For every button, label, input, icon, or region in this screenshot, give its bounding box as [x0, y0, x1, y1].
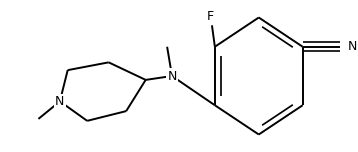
- Text: F: F: [207, 10, 214, 23]
- Text: N: N: [55, 95, 64, 108]
- Text: N: N: [348, 40, 357, 53]
- Text: N: N: [167, 69, 177, 83]
